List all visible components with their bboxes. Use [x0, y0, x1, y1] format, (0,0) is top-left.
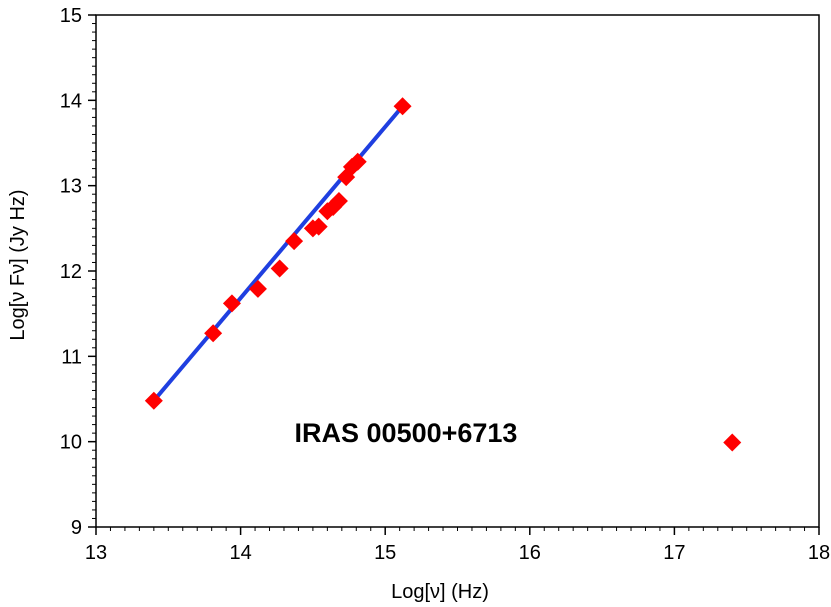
y-tick-label: 10: [60, 432, 82, 454]
data-point: [222, 294, 241, 313]
data-point: [285, 232, 304, 251]
data-point: [723, 433, 742, 452]
plot-area: [95, 14, 820, 528]
data-point: [144, 391, 163, 410]
y-tick-labels: 9 10 11 12 13 14 15: [60, 5, 82, 539]
data-point: [393, 97, 412, 116]
data-point: [309, 217, 328, 236]
data-point: [348, 152, 367, 171]
x-tick-label: 17: [663, 542, 685, 564]
fit-line: [151, 104, 405, 403]
data-point: [248, 279, 267, 298]
y-tick-label: 11: [61, 346, 82, 368]
x-tick-label: 13: [85, 542, 107, 564]
minor-ticks: [92, 23, 806, 531]
data-point: [204, 324, 223, 343]
x-tick-label: 16: [519, 542, 541, 564]
major-ticks: [88, 14, 820, 535]
data-point: [329, 192, 348, 211]
y-tick-label: 15: [60, 5, 82, 27]
y-tick-label: 13: [60, 176, 82, 198]
x-tick-label: 18: [808, 542, 830, 564]
data-points: [144, 97, 742, 452]
y-tick-label: 14: [60, 90, 82, 112]
chart-annotation: IRAS 00500+6713: [295, 418, 518, 448]
x-axis-label: Log[ν] (Hz): [391, 581, 489, 603]
data-point: [270, 259, 289, 278]
x-tick-label: 14: [229, 542, 251, 564]
y-tick-label: 9: [71, 517, 82, 539]
x-tick-labels: 13 14 15 16 17 18: [85, 542, 830, 564]
y-tick-label: 12: [60, 261, 82, 283]
x-tick-label: 15: [374, 542, 396, 564]
y-axis-label: Log[ν Fν] (Jy Hz): [7, 189, 29, 340]
